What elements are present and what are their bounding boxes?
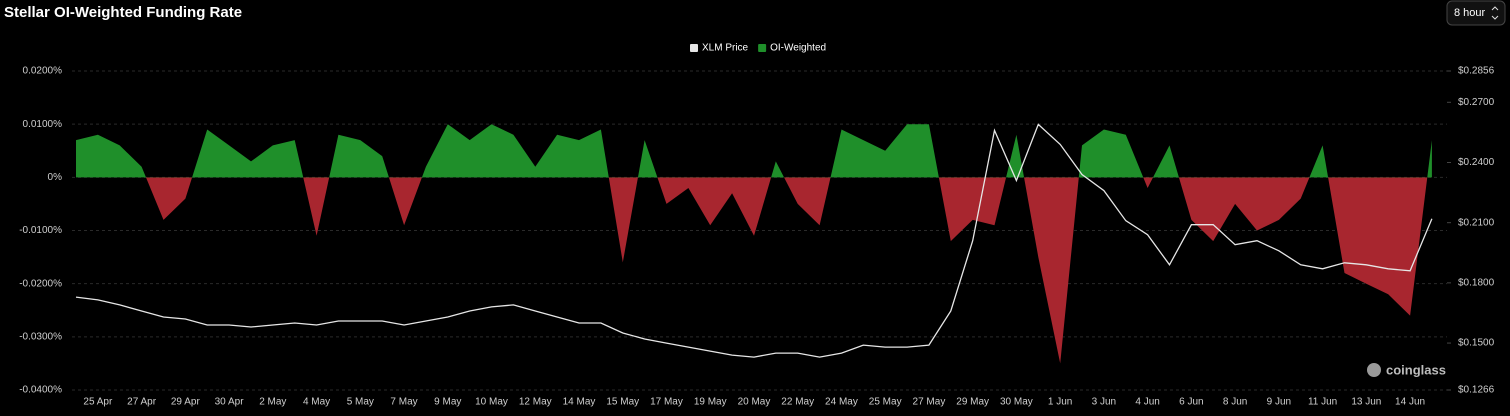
x-tick-label: 8 Jun [1223,397,1247,408]
x-tick-label: 29 Apr [171,397,201,408]
funding-area [76,124,1432,364]
x-tick-label: 9 May [434,397,461,408]
y2-tick-label: $0.2400 [1458,157,1495,168]
x-tick-label: 15 May [606,397,639,408]
x-tick-label: 19 May [694,397,727,408]
watermark: coinglass [1367,362,1446,377]
x-tick-label: 1 Jun [1048,397,1072,408]
y2-tick-label: $0.2100 [1458,217,1495,228]
x-tick-label: 10 May [475,397,508,408]
legend-label: XLM Price [702,43,749,54]
legend: XLM Price OI-Weighted [690,43,826,54]
x-tick-label: 17 May [650,397,683,408]
price-line [75,123,1433,358]
y-tick-label: -0.0200% [19,278,62,289]
x-tick-label: 20 May [738,397,771,408]
x-tick-label: 25 Apr [83,397,113,408]
y-tick-label: -0.0300% [19,331,62,342]
select-box[interactable] [1446,0,1506,26]
y-tick-label: 0% [48,172,63,183]
watermark-logo [1367,363,1381,377]
x-tick-label: 9 Jun [1267,397,1291,408]
select-chevron [1491,6,1499,20]
y2-tick-label: $0.1800 [1458,278,1495,289]
y-tick-label: 0.0200% [23,66,63,77]
interval-select[interactable]: 8 hour [1446,0,1506,26]
x-tick-label: 7 May [390,397,417,408]
x-tick-label: 30 Apr [215,397,245,408]
x-tick-label: 22 May [781,397,814,408]
x-tick-label: 29 May [956,397,989,408]
x-tick-label: 25 May [869,397,902,408]
legend-label: OI-Weighted [770,43,826,54]
legend-swatch [758,44,767,52]
x-tick-label: 12 May [519,397,552,408]
x-tick-label: 27 Apr [127,397,157,408]
select-label[interactable]: 8 hour [1454,7,1486,19]
x-tick-label: 13 Jun [1351,397,1381,408]
x-tick-label: 14 May [563,397,596,408]
x-tick-label: 11 Jun [1308,397,1337,408]
y-tick-label: -0.0400% [19,385,62,396]
x-tick-label: 27 May [913,397,946,408]
x-tick-label: 3 Jun [1092,397,1116,408]
x-tick-label: 14 Jun [1395,397,1425,408]
x-tick-label: 5 May [347,397,374,408]
legend-swatch [690,44,698,52]
x-tick-label: 4 May [303,397,330,408]
y-tick-label: -0.0100% [19,225,62,236]
y-tick-label: 0.0100% [23,119,63,130]
chart-title: Stellar OI-Weighted Funding Rate [4,4,242,21]
watermark-text: coinglass [1386,362,1446,377]
x-tick-label: 2 May [259,397,286,408]
x-tick-label: 4 Jun [1135,397,1159,408]
y2-tick-label: $0.2856 [1458,66,1495,77]
y2-tick-label: $0.1266 [1458,385,1495,396]
x-tick-label: 6 Jun [1179,397,1203,408]
x-tick-label: 30 May [1000,397,1033,408]
y2-tick-label: $0.2700 [1458,97,1495,108]
x-tick-label: 24 May [825,397,858,408]
y2-tick-label: $0.1500 [1458,338,1495,349]
